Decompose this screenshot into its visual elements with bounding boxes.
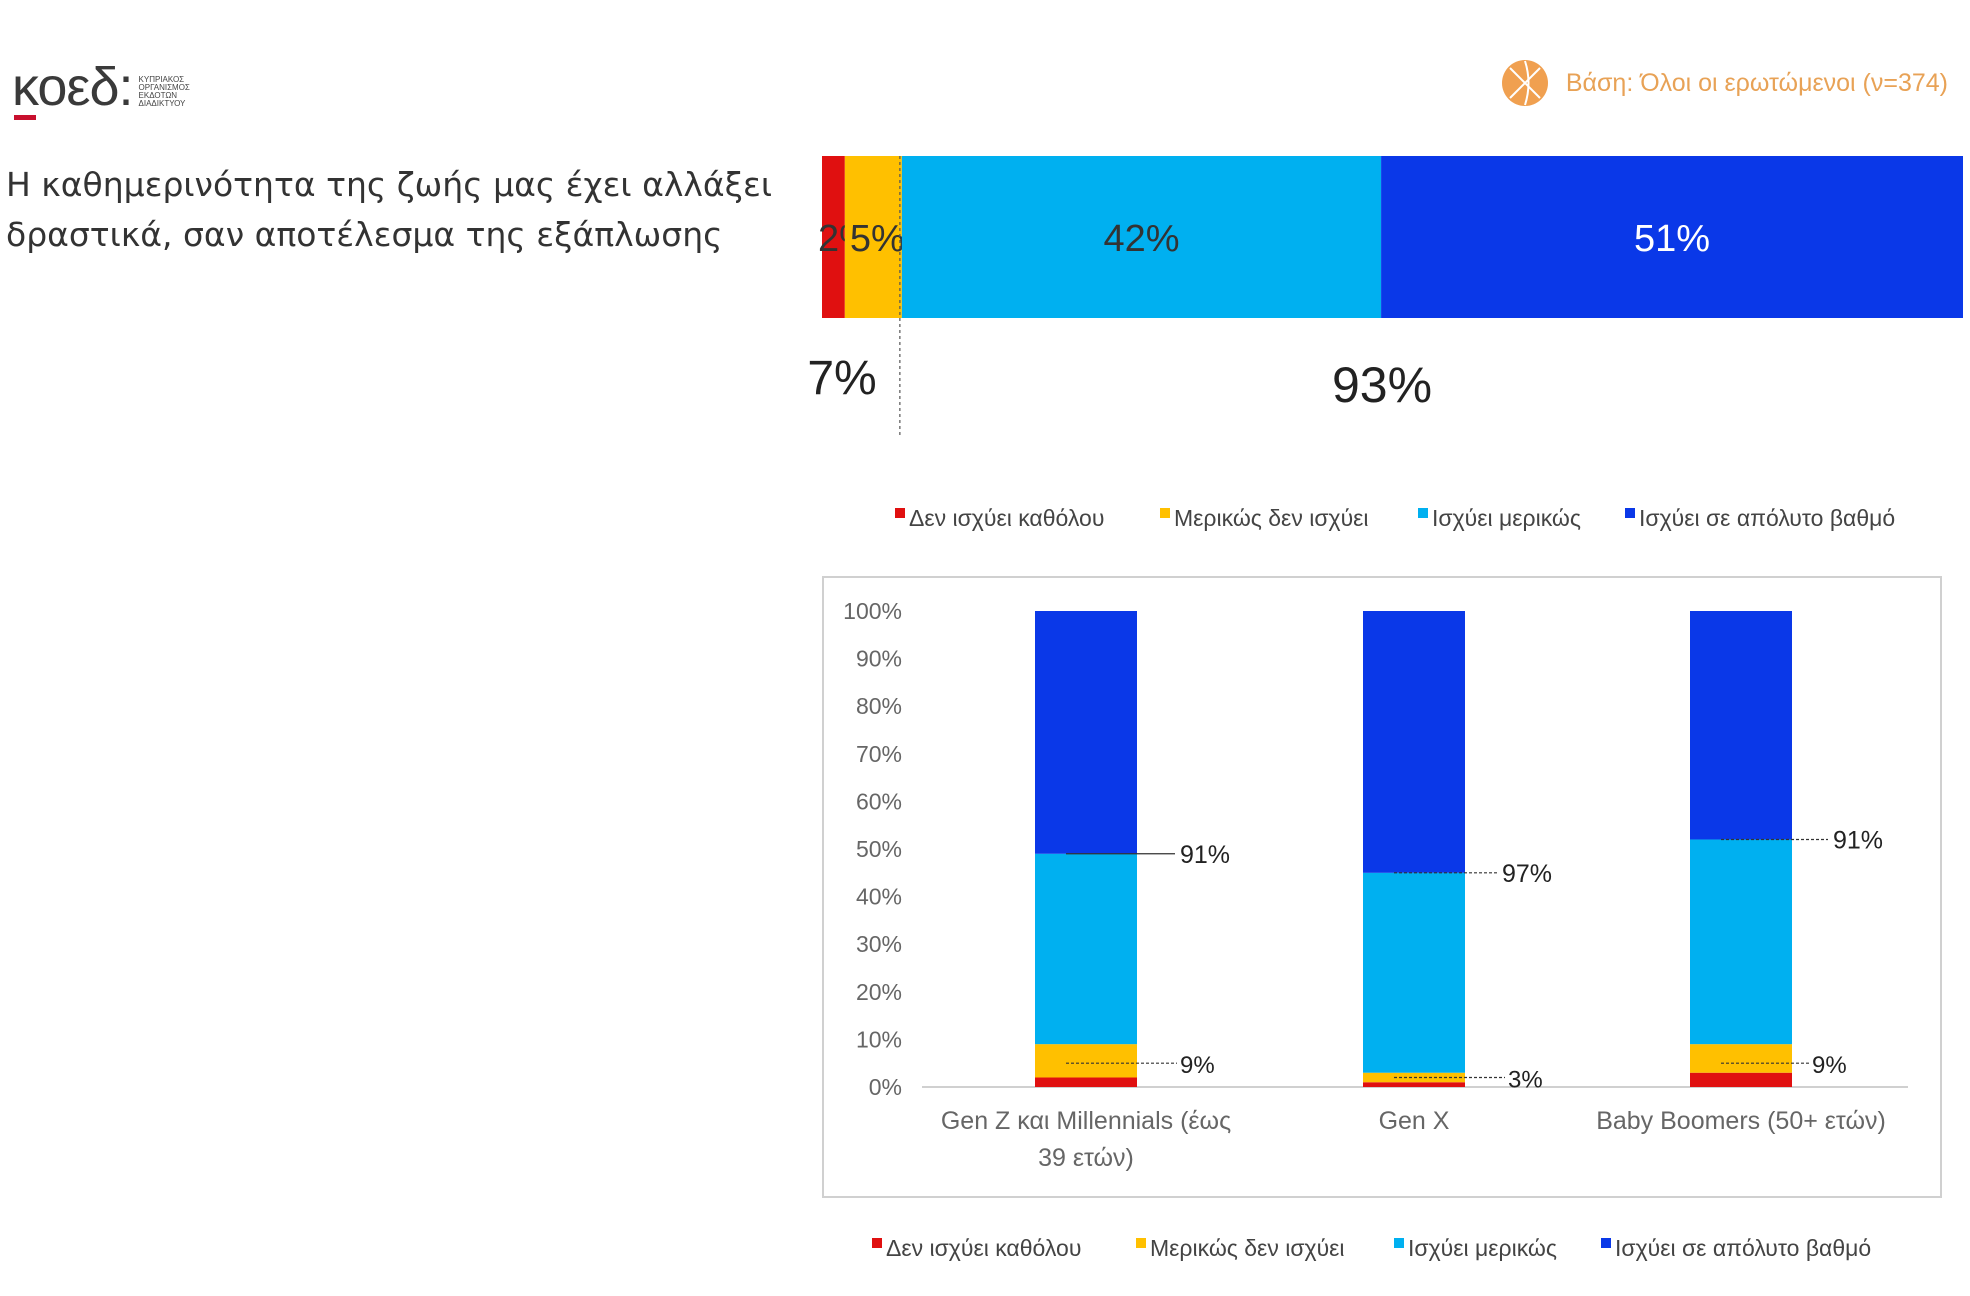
column-top-label: 91%: [1833, 826, 1883, 854]
bar-data-label: 42%: [1103, 218, 1179, 260]
base-text: Βάση: Όλοι οι ερωτώμενοι (ν=374): [1565, 68, 1948, 97]
column-segment: [1035, 611, 1137, 854]
basketball-icon: [1501, 60, 1548, 106]
question-line: Η καθημερινότητα της ζωής μας έχει αλλάξ…: [6, 165, 773, 204]
legend-swatch: [1625, 508, 1635, 518]
y-tick-label: 70%: [856, 741, 902, 767]
legend-swatch: [1136, 1238, 1146, 1248]
legend-swatch: [1160, 508, 1170, 518]
overall-stacked-bar-chart: 2%5%42%51%7%93%Δεν ισχύει καθόλουΜερικώς…: [807, 156, 1963, 531]
y-tick-label: 20%: [856, 979, 902, 1005]
column-segment: [1035, 1077, 1137, 1087]
y-tick-label: 100%: [843, 598, 902, 624]
column-top-label: 91%: [1180, 841, 1230, 869]
legend-label: Ισχύει σε απόλυτο βαθμό: [1639, 505, 1895, 531]
column-bottom-label: 3%: [1508, 1066, 1543, 1093]
column-segment: [1690, 1044, 1792, 1073]
column-segment: [1363, 1082, 1465, 1087]
y-tick-label: 30%: [856, 931, 902, 957]
legend-label: Δεν ισχύει καθόλου: [886, 1235, 1081, 1261]
legend-swatch: [1601, 1238, 1611, 1248]
column-segment: [1035, 853, 1137, 1045]
y-tick-label: 40%: [856, 884, 902, 910]
column-bottom-label: 9%: [1180, 1052, 1215, 1079]
bar-segment: [822, 156, 845, 318]
legend-label: Δεν ισχύει καθόλου: [909, 505, 1104, 531]
x-category-label: Gen Z και Millennials (έως: [941, 1107, 1231, 1135]
legend-swatch: [1394, 1238, 1404, 1248]
question-text: Η καθημερινότητα της ζωής μας έχει αλλάξ…: [6, 160, 786, 260]
logo-line: ΟΡΓΑΝΙΣΜΟΣ: [138, 83, 190, 92]
question-line: δραστικά, σαν αποτέλεσμα της εξάπλωσης: [6, 215, 723, 254]
x-category-label: Baby Boomers (50+ ετών): [1596, 1107, 1886, 1135]
y-tick-label: 90%: [856, 646, 902, 672]
bar-segment: [1381, 156, 1963, 318]
total-agree-label: 93%: [1332, 357, 1432, 413]
legend-label: Μερικώς δεν ισχύει: [1174, 505, 1369, 531]
koed-logo: κοεδ: ΚΥΠΡΙΑΚΟΣ ΟΡΓΑΝΙΣΜΟΣ ΕΚΔΟΤΩΝ ΔΙΑΔΙ…: [12, 57, 199, 120]
bar-segment: [901, 156, 1382, 318]
y-tick-label: 80%: [856, 693, 902, 719]
logo-line: ΚΥΠΡΙΑΚΟΣ: [138, 75, 185, 84]
total-disagree-label: 7%: [807, 352, 876, 405]
legend-swatch: [895, 508, 905, 518]
column-segment: [1363, 611, 1465, 873]
column-segment: [1690, 611, 1792, 840]
sample-base: Βάση: Όλοι οι ερωτώμενοι (ν=374): [1501, 60, 1948, 106]
logo-line: ΕΚΔΟΤΩΝ: [138, 91, 178, 100]
chart-frame: [822, 576, 1942, 1198]
legend-label: Ισχύει σε απόλυτο βαθμό: [1615, 1235, 1871, 1261]
logo-wordmark: κοεδ:: [12, 57, 134, 120]
column-segment: [1035, 1044, 1137, 1078]
y-tick-label: 60%: [856, 788, 902, 814]
column-top-label: 97%: [1502, 860, 1552, 888]
x-category-label: 39 ετών): [1038, 1144, 1134, 1172]
legend-label: Ισχύει μερικώς: [1408, 1235, 1557, 1261]
legend-label: Ισχύει μερικώς: [1432, 505, 1581, 531]
legend-label: Μερικώς δεν ισχύει: [1150, 1235, 1345, 1261]
legend-swatch: [1418, 508, 1428, 518]
y-tick-label: 10%: [856, 1026, 902, 1052]
bar-segment: [844, 156, 902, 318]
legend-swatch: [872, 1238, 882, 1248]
bar-data-label: 5%: [850, 218, 905, 260]
y-tick-label: 50%: [856, 836, 902, 862]
logo-subtitle: ΚΥΠΡΙΑΚΟΣ ΟΡΓΑΝΙΣΜΟΣ ΕΚΔΟΤΩΝ ΔΙΑΔΙΚΤΥΟΥ: [139, 76, 199, 114]
y-tick-label: 0%: [869, 1074, 902, 1100]
column-segment: [1690, 1072, 1792, 1087]
column-bottom-label: 9%: [1812, 1052, 1847, 1079]
column-segment: [1690, 839, 1792, 1045]
x-category-label: Gen X: [1379, 1107, 1450, 1135]
logo-line: ΔΙΑΔΙΚΤΥΟΥ: [138, 99, 186, 108]
basketball-icon-graphic: [1502, 60, 1547, 106]
bar-data-label: 51%: [1634, 218, 1710, 260]
column-segment: [1363, 872, 1465, 1073]
